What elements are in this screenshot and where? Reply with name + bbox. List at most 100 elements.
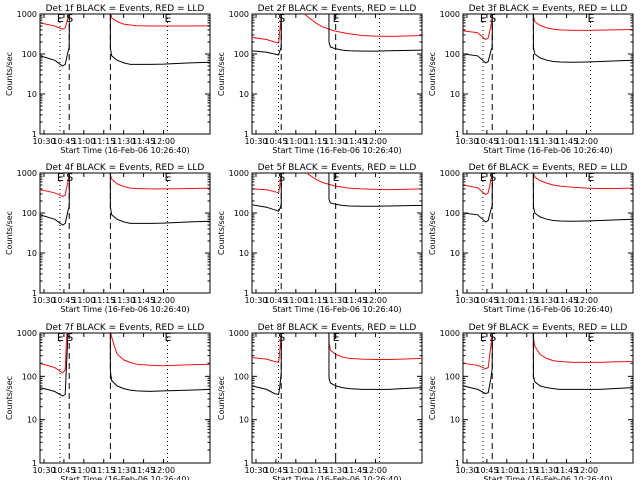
panel-title: Det 1f BLACK = Events, RED = LLD xyxy=(46,4,205,14)
x-tick-label: 11:15 xyxy=(515,466,538,475)
marker-label: E xyxy=(165,12,172,25)
series-line-events xyxy=(252,14,422,56)
y-tick-label: 1 xyxy=(455,130,460,139)
y-tick-label: 1 xyxy=(244,130,249,139)
x-tick-label: 10:45 xyxy=(475,466,498,475)
x-tick-label: 10:30 xyxy=(455,296,478,305)
x-tick-label: 11:15 xyxy=(515,137,538,146)
x-tick-label: 12:00 xyxy=(152,137,175,146)
x-tick-label: 12:00 xyxy=(152,296,175,305)
x-tick-label: 11:45 xyxy=(132,137,155,146)
y-tick-label: 10 xyxy=(27,416,37,425)
x-tick-label: 11:30 xyxy=(324,137,347,146)
x-tick-label: 11:30 xyxy=(324,296,347,305)
plot-frame xyxy=(462,13,634,135)
panel-title: Det 6f BLACK = Events, RED = LLD xyxy=(469,163,628,173)
plot-frame xyxy=(39,13,211,135)
y-tick-label: 1000 xyxy=(17,10,37,19)
x-axis-label: Start Time (16-Feb-06 10:26:40) xyxy=(60,146,189,155)
x-tick-label: 12:00 xyxy=(364,296,387,305)
x-tick-label: 10:45 xyxy=(475,296,498,305)
y-tick-label: 1 xyxy=(32,459,37,468)
marker-label: E xyxy=(165,331,172,344)
x-tick-label: 11:45 xyxy=(555,296,578,305)
y-tick-label: 100 xyxy=(445,50,460,59)
x-axis-label: Start Time (16-Feb-06 10:26:40) xyxy=(272,146,401,155)
plot-frame xyxy=(462,332,634,464)
y-tick-label: 10 xyxy=(27,249,37,258)
plot-area xyxy=(252,333,422,396)
y-axis-label: Counts/sec xyxy=(428,211,437,255)
series-line-events xyxy=(463,333,633,395)
x-axis-label: Start Time (16-Feb-06 10:26:40) xyxy=(272,305,401,314)
x-tick-label: 11:30 xyxy=(535,466,558,475)
y-tick-label: 1 xyxy=(32,130,37,139)
y-tick-label: 1 xyxy=(244,459,249,468)
x-tick-label: 10:30 xyxy=(244,466,267,475)
x-tick-label: 11:30 xyxy=(324,466,347,475)
x-tick-label: 11:00 xyxy=(495,137,518,146)
y-tick-label: 1 xyxy=(32,289,37,298)
panel-title: Det 8f BLACK = Events, RED = LLD xyxy=(258,323,417,333)
series-line-events xyxy=(252,333,422,396)
y-tick-label: 10 xyxy=(450,416,460,425)
marker-label: S xyxy=(278,331,285,344)
marker-label: E xyxy=(588,171,595,184)
series-line-lld xyxy=(463,14,633,41)
x-tick-label: 11:45 xyxy=(344,466,367,475)
plot-frame xyxy=(251,13,423,135)
y-tick-label: 1000 xyxy=(229,169,249,178)
marker-label: S xyxy=(278,12,285,25)
x-tick-label: 11:00 xyxy=(72,296,95,305)
marker-label: E xyxy=(480,331,487,344)
x-tick-label: 10:45 xyxy=(52,466,75,475)
panel-title: Det 9f BLACK = Events, RED = LLD xyxy=(469,323,628,333)
plot-area xyxy=(463,333,633,395)
y-tick-label: 10 xyxy=(450,90,460,99)
x-tick-label: 11:00 xyxy=(72,137,95,146)
x-tick-label: 10:45 xyxy=(264,137,287,146)
series-line-events xyxy=(40,173,210,226)
marker-label: E xyxy=(480,12,487,25)
marker-label: S xyxy=(489,12,496,25)
plot-frame xyxy=(39,172,211,294)
x-tick-label: 11:15 xyxy=(92,137,115,146)
y-tick-label: 100 xyxy=(22,50,37,59)
x-tick-label: 11:15 xyxy=(304,137,327,146)
x-tick-label: 10:30 xyxy=(32,137,55,146)
x-tick-label: 12:00 xyxy=(575,466,598,475)
y-tick-label: 1000 xyxy=(17,169,37,178)
x-tick-label: 12:00 xyxy=(364,137,387,146)
y-tick-label: 10 xyxy=(239,249,249,258)
series-line-lld xyxy=(252,173,422,194)
x-tick-label: 11:00 xyxy=(72,466,95,475)
x-tick-label: 12:00 xyxy=(364,466,387,475)
x-tick-label: 11:30 xyxy=(112,296,135,305)
marker-label: S xyxy=(489,171,496,184)
series-line-lld xyxy=(40,14,210,30)
x-tick-label: 11:45 xyxy=(555,137,578,146)
x-tick-label: 11:00 xyxy=(495,296,518,305)
x-tick-label: 11:00 xyxy=(495,466,518,475)
x-tick-label: 10:30 xyxy=(244,137,267,146)
y-tick-label: 100 xyxy=(445,209,460,218)
series-line-events xyxy=(463,14,633,64)
x-tick-label: 11:30 xyxy=(112,466,135,475)
x-tick-label: 11:15 xyxy=(304,466,327,475)
panel-title: Det 7f BLACK = Events, RED = LLD xyxy=(46,323,205,333)
series-line-events xyxy=(40,14,210,67)
marker-label: E xyxy=(57,12,64,25)
marker-label: E xyxy=(57,171,64,184)
series-line-lld xyxy=(463,173,633,196)
y-axis-label: Counts/sec xyxy=(217,52,226,96)
x-tick-label: 11:30 xyxy=(535,296,558,305)
x-tick-label: 11:45 xyxy=(555,466,578,475)
x-tick-label: 11:00 xyxy=(284,466,307,475)
x-tick-label: 11:15 xyxy=(92,296,115,305)
x-tick-label: 11:45 xyxy=(132,296,155,305)
panel-title: Det 4f BLACK = Events, RED = LLD xyxy=(46,163,205,173)
x-tick-label: 10:30 xyxy=(32,296,55,305)
x-tick-label: 12:00 xyxy=(575,296,598,305)
